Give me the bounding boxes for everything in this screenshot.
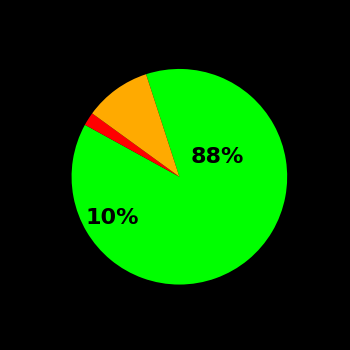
Wedge shape <box>72 69 287 285</box>
Text: 88%: 88% <box>190 147 244 167</box>
Text: 10%: 10% <box>86 208 139 228</box>
Wedge shape <box>92 74 179 177</box>
Wedge shape <box>85 113 179 177</box>
